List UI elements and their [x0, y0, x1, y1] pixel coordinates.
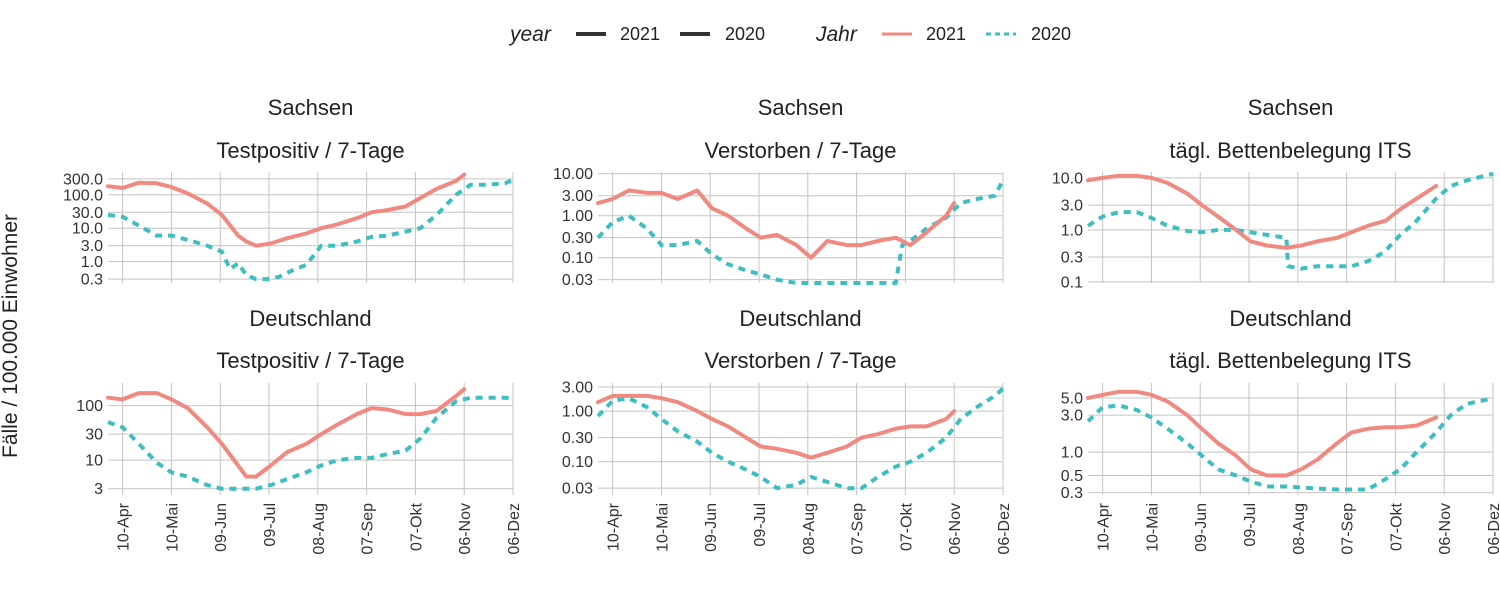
y-tick-label: 100.0 [63, 187, 103, 204]
y-tick-label: 0.3 [1061, 485, 1083, 502]
panel-region-title: Deutschland [249, 306, 371, 331]
legend-title-jahr: Jahr [815, 23, 858, 46]
y-tick-label: 3.0 [1061, 408, 1083, 425]
x-tick-label: 09-Jul [262, 503, 279, 547]
y-tick-label: 1.00 [562, 404, 593, 421]
x-tick-label: 09-Jul [1242, 503, 1259, 547]
panel-metric-title: Verstorben / 7-Tage [704, 138, 896, 163]
series-line-2021 [106, 387, 467, 479]
x-tick-label: 10-Mai [164, 503, 181, 552]
y-tick-label: 1.00 [562, 208, 593, 225]
x-tick-label: 10-Apr [606, 502, 623, 551]
x-tick-label: 10-Mai [1144, 503, 1161, 552]
legend-year-2020-label: 2020 [725, 24, 765, 44]
panel-sachsen-its: Sachsen tägl. Bettenbelegung ITS 0.1 0.3 1.0… [1052, 95, 1494, 291]
series-line-2020 [1086, 396, 1494, 492]
x-tick-label: 09-Jun [213, 503, 230, 552]
x-tick-label: 09-Jul [752, 503, 769, 547]
series-line-2021 [1086, 173, 1439, 250]
panel-region-title: Sachsen [1248, 95, 1334, 120]
y-tick-label: 0.03 [562, 481, 593, 498]
x-tick-label: 06-Dez [506, 503, 523, 555]
x-tick-label: 06-Nov [457, 503, 474, 555]
x-tick-label: 07-Okt [898, 502, 915, 551]
panel-deutschland-its: Deutschland tägl. Bettenbelegung ITS 0.30.… [1061, 306, 1500, 555]
x-tick-label: 08-Aug [1291, 503, 1308, 555]
x-tick-label: 09-Jun [703, 503, 720, 552]
y-tick-label: 0.30 [562, 430, 593, 447]
series-line-2021 [596, 393, 957, 460]
legend-title-year: year [508, 23, 552, 46]
series-line-2020 [1086, 171, 1494, 271]
panel-region-title: Sachsen [268, 95, 354, 120]
y-tick-label: 300.0 [63, 171, 103, 188]
panel-region-title: Sachsen [758, 95, 844, 120]
y-tick-label: 0.3 [1061, 250, 1083, 267]
panel-metric-title: Testpositiv / 7-Tage [216, 138, 404, 163]
y-tick-label: 3 [94, 481, 103, 498]
x-tick-label: 08-Aug [801, 503, 818, 555]
y-tick-label: 0.03 [562, 272, 593, 289]
series-line-2020 [107, 177, 514, 282]
y-axis-label: Fälle / 100.000 Einwohner [0, 214, 22, 458]
legend: year 2021 2020 Jahr 2021 2020 [508, 23, 1071, 46]
y-tick-label: 100 [76, 398, 103, 415]
y-tick-label: 5.0 [1061, 390, 1083, 407]
y-tick-label: 10.00 [553, 166, 593, 183]
x-tick-label: 06-Nov [1437, 503, 1454, 555]
legend-year-2021-label: 2021 [620, 24, 660, 44]
y-tick-label: 3.0 [1061, 198, 1083, 215]
x-tick-label: 06-Dez [1486, 503, 1500, 555]
series-line-2021 [1086, 389, 1439, 478]
legend-jahr-2020-label: 2020 [1031, 24, 1071, 44]
y-tick-label: 1.0 [1061, 222, 1083, 239]
panel-deutschland-testpositiv: Deutschland Testpositiv / 7-Tage 3 10 30 100 1… [76, 306, 523, 555]
y-tick-label: 30.0 [72, 205, 103, 222]
y-tick-label: 30 [85, 427, 103, 444]
series-line-2020 [107, 395, 514, 491]
y-tick-label: 0.10 [562, 250, 593, 267]
panel-metric-title: Verstorben / 7-Tage [704, 348, 896, 373]
y-tick-label: 0.5 [1061, 468, 1083, 485]
x-tick-label: 07-Sep [1340, 503, 1357, 555]
y-tick-label: 1.0 [81, 254, 103, 271]
y-tick-label: 0.1 [1061, 274, 1083, 291]
x-tick-label: 10-Apr [1096, 502, 1113, 551]
x-tick-label: 07-Okt [1388, 502, 1405, 551]
panel-region-title: Deutschland [739, 306, 861, 331]
y-tick-label: 3.00 [562, 380, 593, 397]
y-tick-label: 3.00 [562, 188, 593, 205]
panel-deutschland-verstorben: Deutschland Verstorben / 7-Tage 0.03 0.10 0.… [562, 306, 1013, 555]
panel-metric-title: tägl. Bettenbelegung ITS [1169, 138, 1411, 163]
y-tick-label: 10.0 [1052, 170, 1083, 187]
x-tick-label: 08-Aug [311, 503, 328, 555]
panel-sachsen-testpositiv: Sachsen Testpositiv / 7-Tage 0.31.03.010.0… [63, 95, 514, 289]
panel-sachsen-verstorben: Sachsen Verstorben / 7-Tage 0.03 0.10 0.30 1.… [553, 95, 1005, 289]
x-tick-label: 06-Nov [947, 503, 964, 555]
y-tick-label: 0.30 [562, 230, 593, 247]
y-tick-label: 10 [85, 453, 103, 470]
legend-jahr-2021-label: 2021 [926, 24, 966, 44]
y-tick-label: 1.0 [1061, 445, 1083, 462]
y-tick-label: 10.0 [72, 221, 103, 238]
series-line-2021 [106, 172, 467, 248]
series-line-2021 [596, 188, 957, 260]
panel-metric-title: tägl. Bettenbelegung ITS [1169, 348, 1411, 373]
x-tick-label: 10-Mai [654, 503, 671, 552]
x-tick-label: 07-Sep [360, 503, 377, 555]
panel-metric-title: Testpositiv / 7-Tage [216, 348, 404, 373]
x-tick-label: 10-Apr [116, 502, 133, 551]
x-tick-label: 09-Jun [1193, 503, 1210, 552]
panel-region-title: Deutschland [1229, 306, 1351, 331]
y-tick-label: 0.3 [81, 272, 103, 289]
y-tick-label: 0.10 [562, 454, 593, 471]
x-tick-label: 07-Okt [408, 502, 425, 551]
x-tick-label: 06-Dez [996, 503, 1013, 555]
y-tick-label: 3.0 [81, 238, 103, 255]
series-line-2020 [596, 387, 1005, 491]
x-tick-label: 07-Sep [850, 503, 867, 555]
